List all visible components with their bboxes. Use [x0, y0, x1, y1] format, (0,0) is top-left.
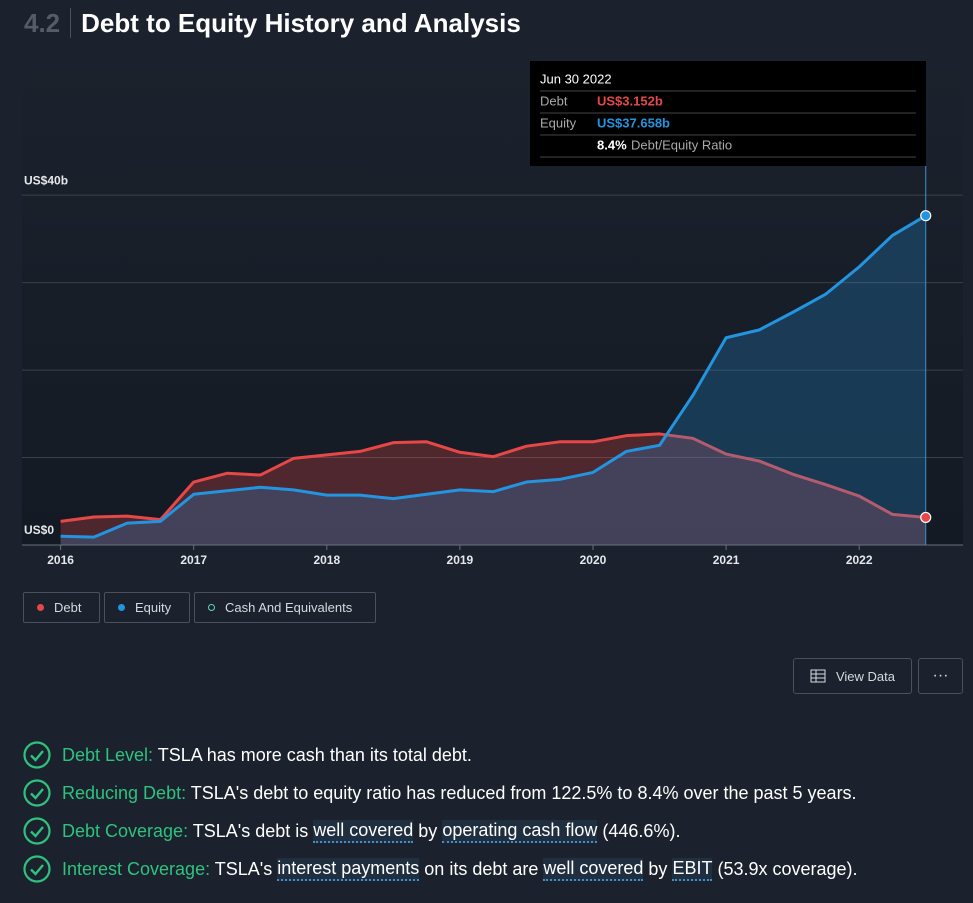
x-tick-label: 2022	[846, 553, 873, 567]
legend-dot	[118, 604, 125, 611]
legend-item[interactable]: Debt	[23, 592, 100, 623]
check-icon	[23, 817, 51, 845]
check-link[interactable]: well covered	[543, 857, 644, 881]
check-icon	[23, 741, 51, 769]
check-label: Debt Level:	[62, 744, 154, 765]
check-label: Debt Coverage:	[62, 820, 189, 841]
chart: US$0 US$40b 2016 2017 2018 2019 2020 2021 2022 Ju…	[22, 55, 963, 567]
y-tick-label: US$0	[24, 523, 54, 537]
more-button[interactable]: ···	[918, 658, 963, 694]
series-line	[60, 432, 926, 523]
check-text: (53.9x coverage).	[712, 858, 858, 879]
legend-dot	[37, 604, 44, 611]
check-link[interactable]: well covered	[313, 819, 414, 843]
tooltip-value: US$37.658b	[597, 115, 670, 130]
x-tick-label: 2018	[313, 553, 340, 567]
legend-label: Debt	[54, 600, 82, 615]
check-text: TSLA's debt is	[188, 820, 314, 841]
check-link[interactable]: interest payments	[277, 857, 420, 881]
hover-dot	[920, 511, 932, 524]
tooltip-ratio: 8.4%	[597, 137, 627, 152]
check-label: Reducing Debt:	[62, 782, 187, 803]
header: 4.2 Debt to Equity History and Analysis	[24, 8, 521, 39]
tooltip: Jun 30 2022 Debt US$3.152b Equity US$37.658b…	[530, 61, 926, 166]
check-link[interactable]: EBIT	[672, 857, 713, 881]
series-line	[60, 214, 927, 539]
check-icon	[23, 855, 51, 883]
x-tick-label: 2016	[47, 553, 74, 567]
legend-item[interactable]: Cash And Equivalents	[194, 592, 376, 623]
title: Debt to Equity History and Analysis	[81, 8, 521, 38]
tooltip-label: Debt	[540, 93, 568, 108]
series-area	[60, 215, 926, 545]
button-label: View Data	[835, 668, 895, 684]
legend-item[interactable]: Equity	[104, 592, 190, 623]
view-data-button[interactable]: View Data	[793, 658, 912, 694]
check-text: on its debt are	[419, 858, 544, 879]
legend-label: Equity	[135, 600, 172, 615]
check-text: TSLA's debt to equity ratio has reduced …	[186, 782, 857, 803]
button-label: ···	[932, 667, 949, 684]
x-tick-label: 2019	[447, 553, 474, 567]
x-tick-label: 2020	[580, 553, 607, 567]
legend-dot	[208, 604, 215, 611]
check-text: TSLA's	[210, 858, 278, 879]
check-text: TSLA has more cash than its total debt.	[153, 744, 472, 765]
check-item: Debt Level: TSLA has more cash than its …	[22, 740, 472, 770]
x-tick-label: 2017	[180, 553, 207, 567]
legend-label: Cash And Equivalents	[225, 600, 353, 615]
section-number: 4.2	[24, 8, 72, 38]
table-icon	[810, 669, 826, 683]
tooltip-label: Equity	[540, 115, 577, 130]
tooltip-ratio-label: Debt/Equity Ratio	[631, 137, 732, 152]
check-link[interactable]: operating cash flow	[442, 819, 598, 843]
y-tick-label: US$40b	[24, 173, 68, 187]
check-item: Interest Coverage: TSLA's interest payme…	[22, 854, 858, 884]
check-label: Interest Coverage:	[62, 858, 211, 879]
tooltip-value: US$3.152b	[597, 93, 663, 108]
check-item: Debt Coverage: TSLA's debt is well cover…	[22, 816, 680, 846]
x-tick-label: 2021	[713, 553, 740, 567]
check-text: by	[643, 858, 673, 879]
tooltip-date: Jun 30 2022	[540, 71, 612, 86]
series-area	[60, 433, 926, 545]
hover-dot	[920, 210, 932, 222]
check-item: Reducing Debt: TSLA's debt to equity rat…	[22, 778, 857, 808]
check-text: by	[413, 820, 443, 841]
check-icon	[23, 779, 51, 807]
check-text: (446.6%).	[597, 820, 681, 841]
